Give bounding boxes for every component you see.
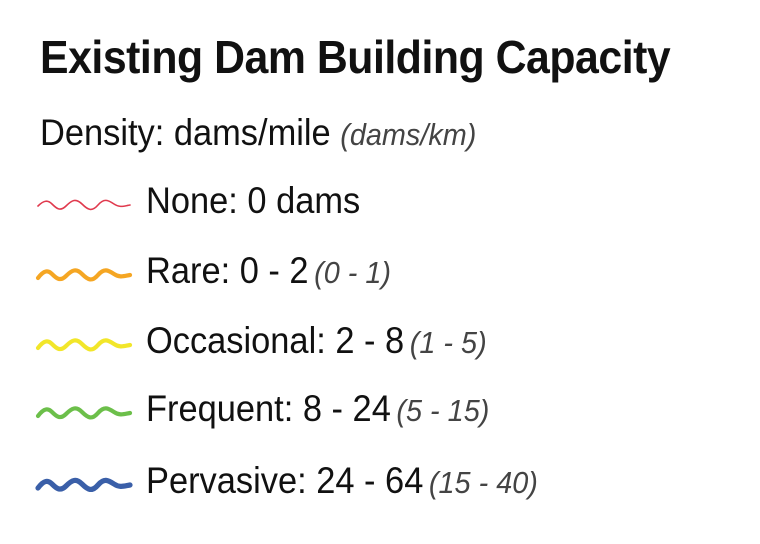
stream-line-icon-none (37, 199, 131, 211)
density-units-metric: (dams/km) (340, 117, 477, 152)
legend-item-none: None: 0 dams (36, 180, 736, 230)
legend-item-frequent: Frequent: 8 - 24 (5 - 15) (35, 388, 736, 438)
legend-item-rare: Rare: 0 - 2 (0 - 1) (35, 250, 736, 300)
legend-item-metric: (1 - 5) (409, 325, 487, 360)
legend-item-metric: (0 - 1) (314, 255, 392, 290)
stream-line-icon-rare (35, 268, 133, 282)
density-units-imperial: Density: dams/mile (40, 112, 331, 153)
stream-line-icon-occasional (35, 338, 133, 352)
legend-item-occasional: Occasional: 2 - 8 (1 - 5) (35, 320, 736, 370)
legend-item-label: Rare: 0 - 2 (146, 250, 309, 291)
legend-item-metric: (5 - 15) (396, 393, 490, 428)
legend-title: Existing Dam Building Capacity (40, 31, 671, 83)
stream-line-icon-pervasive (35, 477, 133, 492)
stream-line-icon-frequent (35, 406, 133, 420)
legend-item-label: Occasional: 2 - 8 (146, 320, 405, 361)
legend-item-metric: (15 - 40) (428, 465, 538, 500)
legend-item-label: Pervasive: 24 - 64 (146, 460, 424, 501)
legend-subtitle: Density: dams/mile (dams/km) (40, 112, 476, 154)
legend-item-label: None: 0 dams (146, 180, 361, 221)
legend-item-pervasive: Pervasive: 24 - 64 (15 - 40) (35, 460, 736, 510)
legend-item-label: Frequent: 8 - 24 (146, 388, 391, 429)
